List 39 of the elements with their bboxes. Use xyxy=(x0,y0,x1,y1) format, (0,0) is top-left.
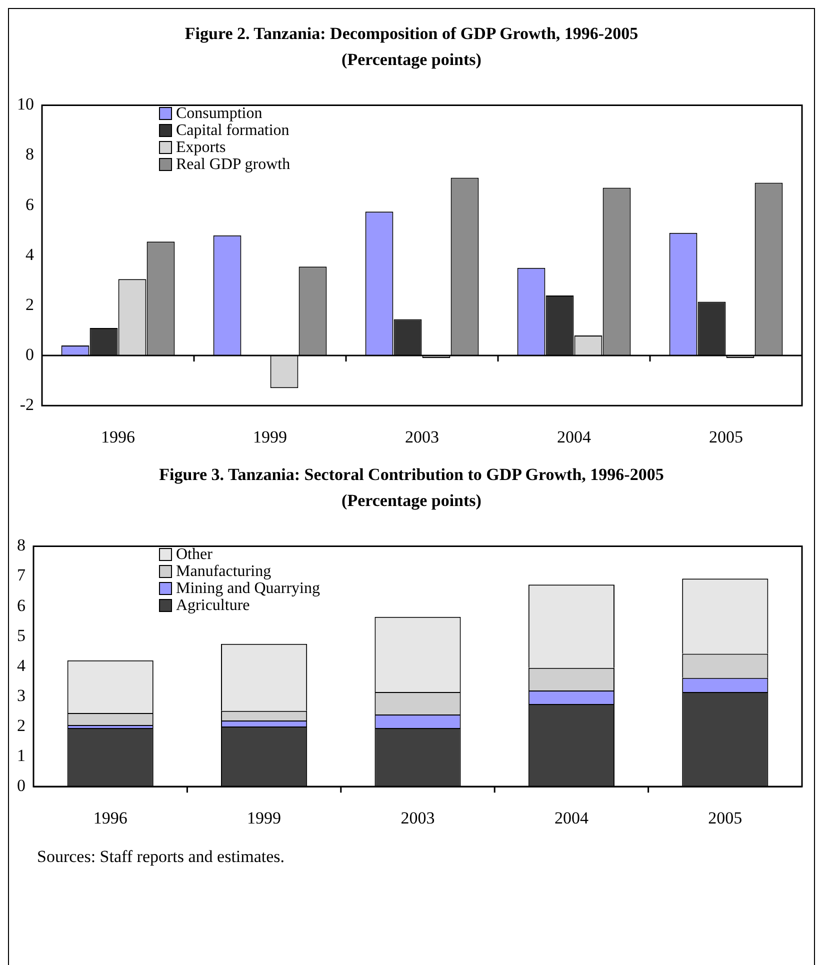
chart-title: Figure 3. Tanzania: Sectoral Contribution to GDP Growth, 1996-2005 xyxy=(158,464,665,486)
y-tick-label: 0 xyxy=(26,345,34,364)
x-tick-label: 2005 xyxy=(708,808,742,828)
y-tick-label: 4 xyxy=(17,656,26,675)
y-tick-label: 6 xyxy=(26,194,34,214)
x-tick-label: 2004 xyxy=(554,808,589,828)
y-tick-label: 4 xyxy=(26,244,34,264)
x-tick-label: 1999 xyxy=(247,808,282,828)
x-tick-label: 2005 xyxy=(709,427,743,446)
legend-label: Consumption xyxy=(176,105,262,122)
y-tick-label: 7 xyxy=(17,566,26,585)
legend-label: Capital formation xyxy=(176,122,290,139)
y-tick-label: -2 xyxy=(20,395,34,414)
chart-subtitle: (Percentage points) xyxy=(340,490,482,512)
y-tick-label: 0 xyxy=(17,776,26,796)
y-tick-label: 2 xyxy=(26,294,34,314)
x-tick-label: 1996 xyxy=(101,427,135,446)
x-tick-label: 1999 xyxy=(253,427,287,446)
legend-label: Agriculture xyxy=(176,597,250,614)
y-tick-label: 8 xyxy=(17,536,26,555)
x-tick-label: 2003 xyxy=(405,427,439,446)
y-tick-label: 5 xyxy=(17,626,26,645)
legend-label: Manufacturing xyxy=(176,563,272,580)
y-tick-label: 10 xyxy=(17,94,34,114)
y-tick-label: 1 xyxy=(17,746,26,766)
x-tick-label: 1996 xyxy=(93,808,128,828)
y-tick-label: 8 xyxy=(26,144,34,164)
y-tick-label: 6 xyxy=(17,596,26,615)
legend-label: Exports xyxy=(176,139,226,156)
x-tick-label: 2003 xyxy=(400,808,435,828)
y-tick-label: 3 xyxy=(17,686,26,705)
y-tick-label: 2 xyxy=(17,716,26,735)
legend-label: Real GDP growth xyxy=(176,156,290,173)
legend-label: Other xyxy=(176,546,212,563)
chart-title: Figure 2. Tanzania: Decomposition of GDP Growth, 1996-2005 xyxy=(184,23,640,45)
chart-subtitle: (Percentage points) xyxy=(340,49,482,71)
source-note: Sources: Staff reports and estimates. xyxy=(37,847,286,867)
legend-label: Mining and Quarrying xyxy=(176,580,320,597)
x-tick-label: 2004 xyxy=(557,427,592,446)
